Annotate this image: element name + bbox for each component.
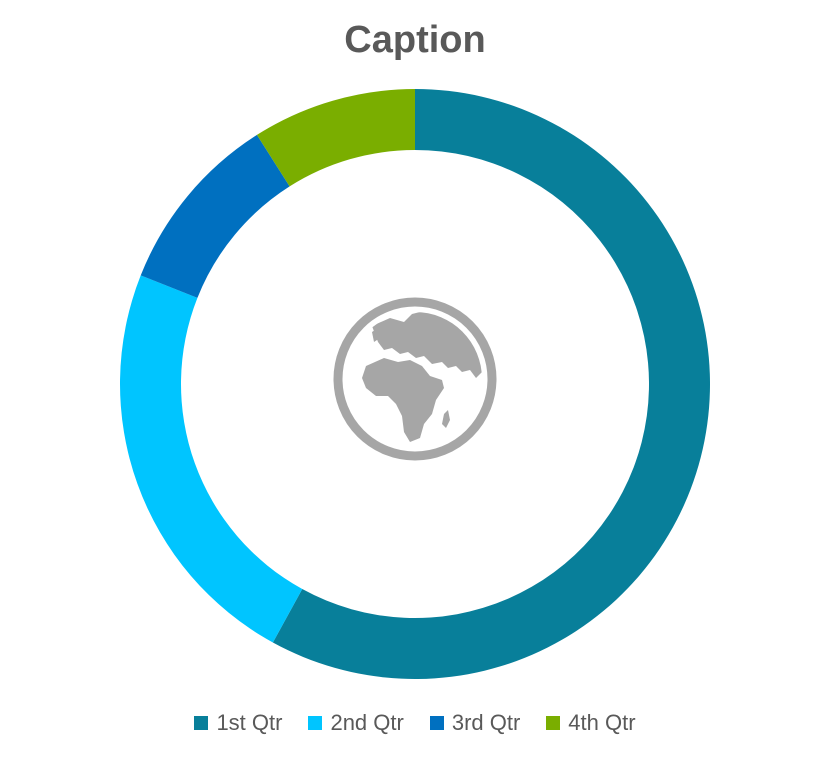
legend-swatch — [429, 716, 444, 730]
legend-item-3rd-qtr: 3rd Qtr — [429, 710, 521, 736]
donut-slice-2nd-qtr — [119, 275, 303, 643]
legend-item-2nd-qtr: 2nd Qtr — [308, 710, 404, 736]
legend-swatch — [308, 716, 323, 730]
legend-swatch — [194, 716, 209, 730]
chart-legend: 1st Qtr 2nd Qtr 3rd Qtr 4th Qtr — [0, 706, 830, 740]
legend-swatch — [546, 716, 561, 730]
legend-item-1st-qtr: 1st Qtr — [194, 710, 282, 736]
legend-item-4th-qtr: 4th Qtr — [546, 710, 636, 736]
donut-slice-4th-qtr — [256, 89, 415, 187]
legend-label: 3rd Qtr — [451, 710, 521, 735]
donut-slice-1st-qtr — [272, 89, 710, 680]
legend-label: 1st Qtr — [216, 710, 283, 735]
donut-slices — [119, 89, 710, 680]
legend-label: 2nd Qtr — [330, 710, 404, 735]
globe-icon — [333, 297, 497, 461]
legend-label: 4th Qtr — [568, 710, 636, 735]
chart-title: Caption — [344, 19, 486, 61]
donut-slice-3rd-qtr — [140, 134, 290, 298]
